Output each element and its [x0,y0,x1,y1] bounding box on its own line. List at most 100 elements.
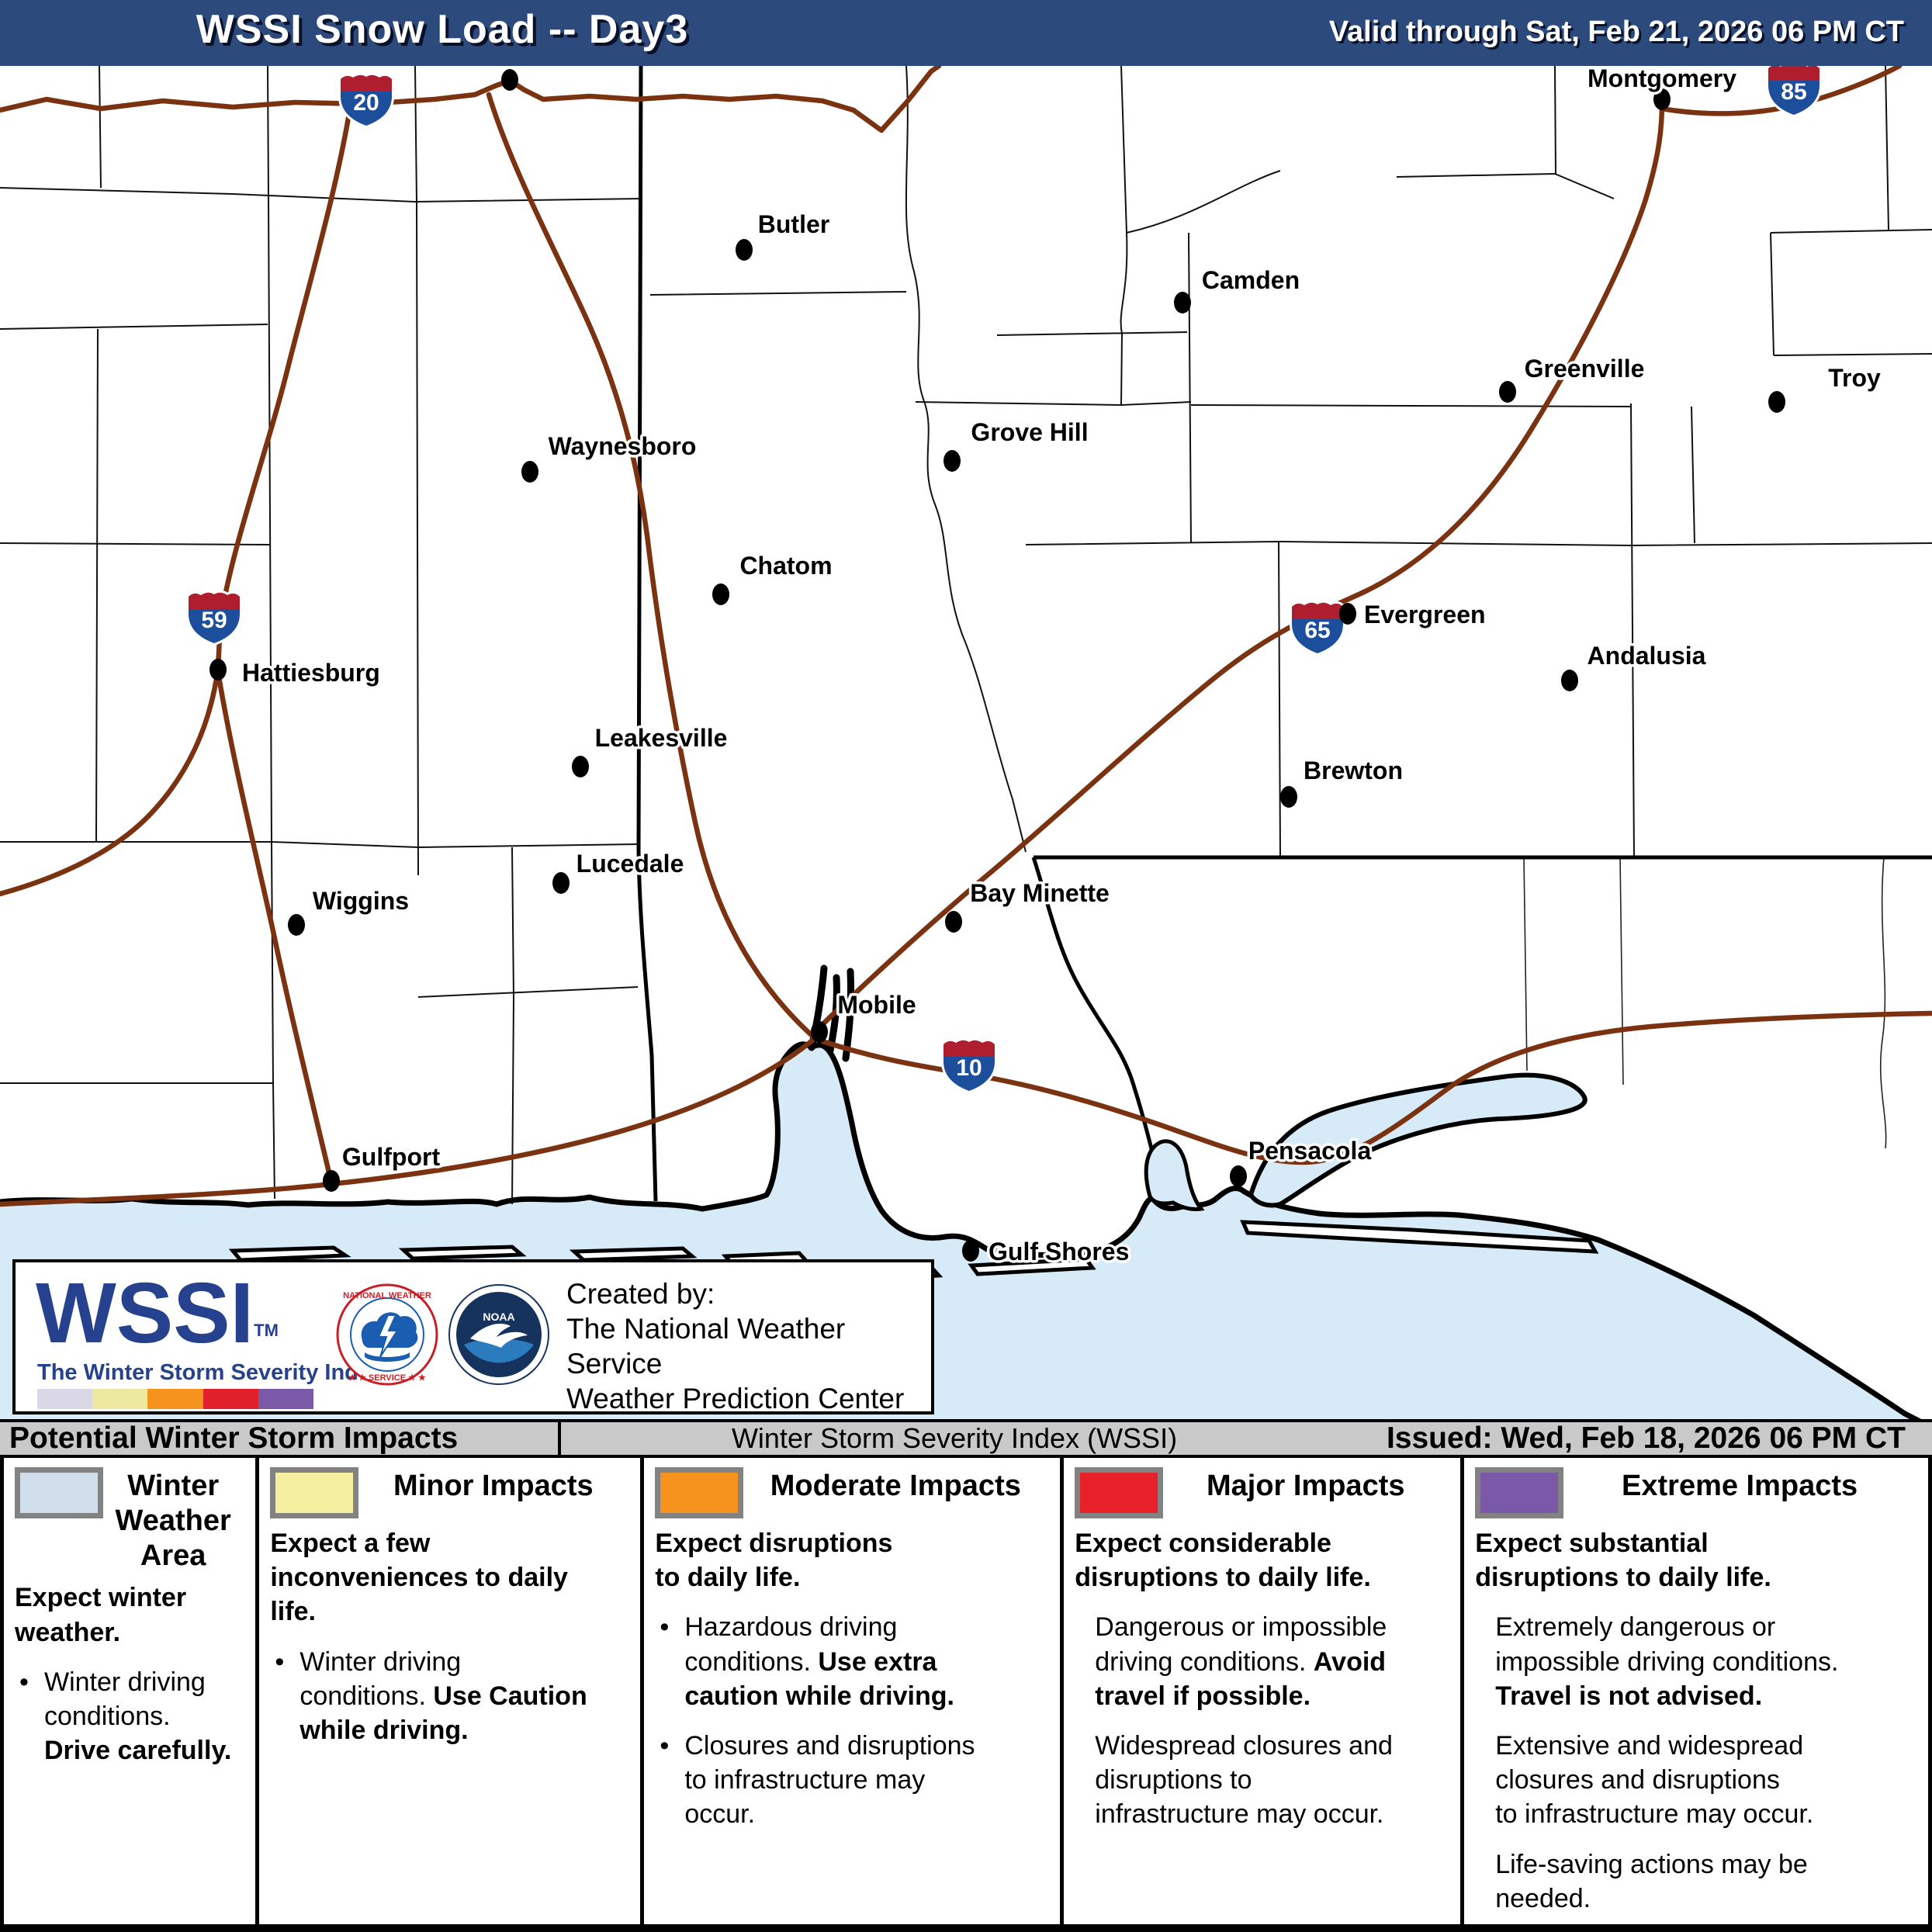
legend-header-extreme-impacts: Extreme Impacts [1475,1467,1916,1518]
city-dot [1499,381,1516,403]
legend-major-impacts-lead-0: Expect considerable disruptions to daily… [1075,1529,1371,1593]
city-label: Bay Minette [970,879,1110,907]
county-lines-al [649,66,1932,858]
interstate-shield-number: 85 [1781,79,1806,105]
city-marker-troy: Troy [1768,362,1883,413]
legend-column-minor-impacts: Minor Impacts Expect a few inconveniences… [259,1458,645,1924]
legend-extreme-impacts-para-1: Extremely dangerous or impossible drivin… [1495,1612,1839,1711]
city-marker [501,69,518,91]
legend-extreme-impacts-para-3: Life-saving actions may be needed. [1495,1849,1808,1913]
legend-swatch-major-impacts [1075,1467,1164,1518]
city-dot [1653,88,1671,110]
interstate-65-shield-icon: 65 [1290,600,1345,656]
legend-moderate-impacts-bullet-1: • Hazardous driving conditions. Use extra… [655,1610,1047,1713]
city-marker-brewton: Brewton [1280,754,1406,808]
city-label: Wiggins [313,887,409,915]
legend-title-minor-impacts: Minor Impacts [393,1470,594,1502]
legend-header-minor-impacts: Minor Impacts [270,1467,628,1518]
city-dot [712,583,729,605]
city-label: Evergreen [1364,601,1486,628]
interstate-20-shield-icon: 20 [338,72,394,129]
legend-column-major-impacts: Major Impacts Expect considerable disrupt… [1064,1458,1465,1924]
trademark-symbol: TM [254,1321,279,1340]
city-dot [962,1240,979,1262]
legend-title-winter-weather-area: Winter Weather Area [115,1470,231,1572]
wssi-colorbar-segment-0 [37,1389,93,1409]
city-label: Mobile [837,991,916,1019]
city-marker-leakesville: Leakesville [572,722,730,777]
wssi-colorbar-segment-3 [203,1389,258,1409]
legend-header-moderate-impacts: Moderate Impacts [655,1467,1047,1518]
city-marker-bay-minette: Bay Minette [945,877,1112,933]
city-dot [1174,292,1191,313]
wssi-colorbar-segment-2 [147,1389,203,1409]
interstate-shield-number: 65 [1304,618,1330,643]
pensacola-bay [1248,1072,1587,1208]
city-dot [1339,603,1356,625]
city-label: Brewton [1304,757,1403,784]
city-dot [209,659,227,680]
city-label: Camden [1202,266,1300,294]
bullet-icon: • [275,1646,285,1677]
legend-winter-weather-area-bullet-1: • Winter driving conditions. Drive carefu… [15,1665,243,1768]
city-dot [501,69,518,91]
city-marker-hattiesburg: Hattiesburg [209,656,383,690]
city-dot [1280,786,1297,808]
impacts-bar-title: Potential Winter Storm Impacts [0,1422,561,1455]
legend-swatch-winter-weather-area [15,1467,103,1518]
bullet-icon: • [660,1612,670,1643]
legend-major-impacts-para-1: Dangerous or impossible driving conditio… [1095,1612,1387,1711]
legend-title-major-impacts: Major Impacts [1206,1470,1405,1502]
road-us49 [215,669,334,1186]
created-by-line1: Created by: [566,1278,715,1310]
city-dot [945,911,962,933]
wssi-logo-text: WSSITM [36,1265,279,1361]
legend-column-extreme-impacts: Extreme Impacts Expect substantial disrup… [1464,1458,1932,1924]
city-dot [1230,1165,1247,1187]
city-dot [1561,670,1578,691]
bullet-icon: • [660,1730,670,1761]
interstate-shield-number: 59 [201,608,227,633]
bullet-icon: • [19,1667,29,1697]
svg-text:NOAA: NOAA [483,1311,514,1323]
city-label: Lucedale [576,850,684,878]
created-by-line2: The National Weather Service [566,1313,846,1380]
nws-logo-icon: NATIONAL WEATHER ★ ★ SERVICE ★ ★ [336,1283,438,1386]
legend-swatch-minor-impacts [270,1467,359,1518]
city-dot [572,756,589,777]
created-by-text: Created by: The National Weather Service… [566,1276,931,1417]
legend-header-major-impacts: Major Impacts [1075,1467,1448,1518]
legend-minor-impacts-lead-0: Expect a few inconveniences to daily lif… [270,1529,568,1627]
city-label: Chatom [739,552,832,580]
legend-swatch-extreme-impacts [1475,1467,1564,1518]
legend-moderate-impacts-lead-0: Expect disruptions to daily life. [655,1529,893,1593]
issued-text: Issued: Wed, Feb 18, 2026 06 PM CT [1386,1421,1906,1455]
city-marker-waynesboro: Waynesboro [521,430,699,483]
city-label: Waynesboro [549,432,697,460]
city-marker-pensacola: Pensacola [1230,1134,1374,1187]
city-label: Andalusia [1587,642,1706,670]
legend-extreme-impacts-lead-0: Expect substantial disruptions to daily … [1475,1529,1771,1593]
valid-through-text: Valid through Sat, Feb 21, 2026 06 PM CT [1328,16,1904,48]
road-coastal-us90 [0,1037,816,1207]
city-label: Gulf Shores [989,1238,1129,1265]
legend-header-winter-weather-area: Winter Weather Area [15,1467,243,1573]
city-label: Leakesville [595,724,728,752]
interstate-59-shield-icon: 59 [186,590,242,646]
city-dot [323,1170,340,1192]
city-marker-mobile: Mobile [811,989,919,1043]
title-bar: WSSI Snow Load -- Day3 Valid through Sat… [0,0,1932,66]
legend-winter-weather-area-lead-0: Expect winter weather. [15,1583,187,1647]
city-marker-greenville: Greenville [1499,352,1647,403]
svg-text:NATIONAL WEATHER: NATIONAL WEATHER [343,1291,431,1300]
page-title: WSSI Snow Load -- Day3 [196,7,689,52]
coastline [0,1041,1922,1419]
city-dot [552,872,570,894]
city-label: Grove Hill [971,418,1088,446]
city-dot [1768,391,1785,413]
svg-text:★ ★ SERVICE ★ ★: ★ ★ SERVICE ★ ★ [348,1373,426,1383]
road-i65 [813,99,1665,1034]
created-by-line3: Weather Prediction Center [566,1383,905,1415]
legend-extreme-impacts-para-2: Extensive and widespread closures and di… [1495,1730,1814,1830]
